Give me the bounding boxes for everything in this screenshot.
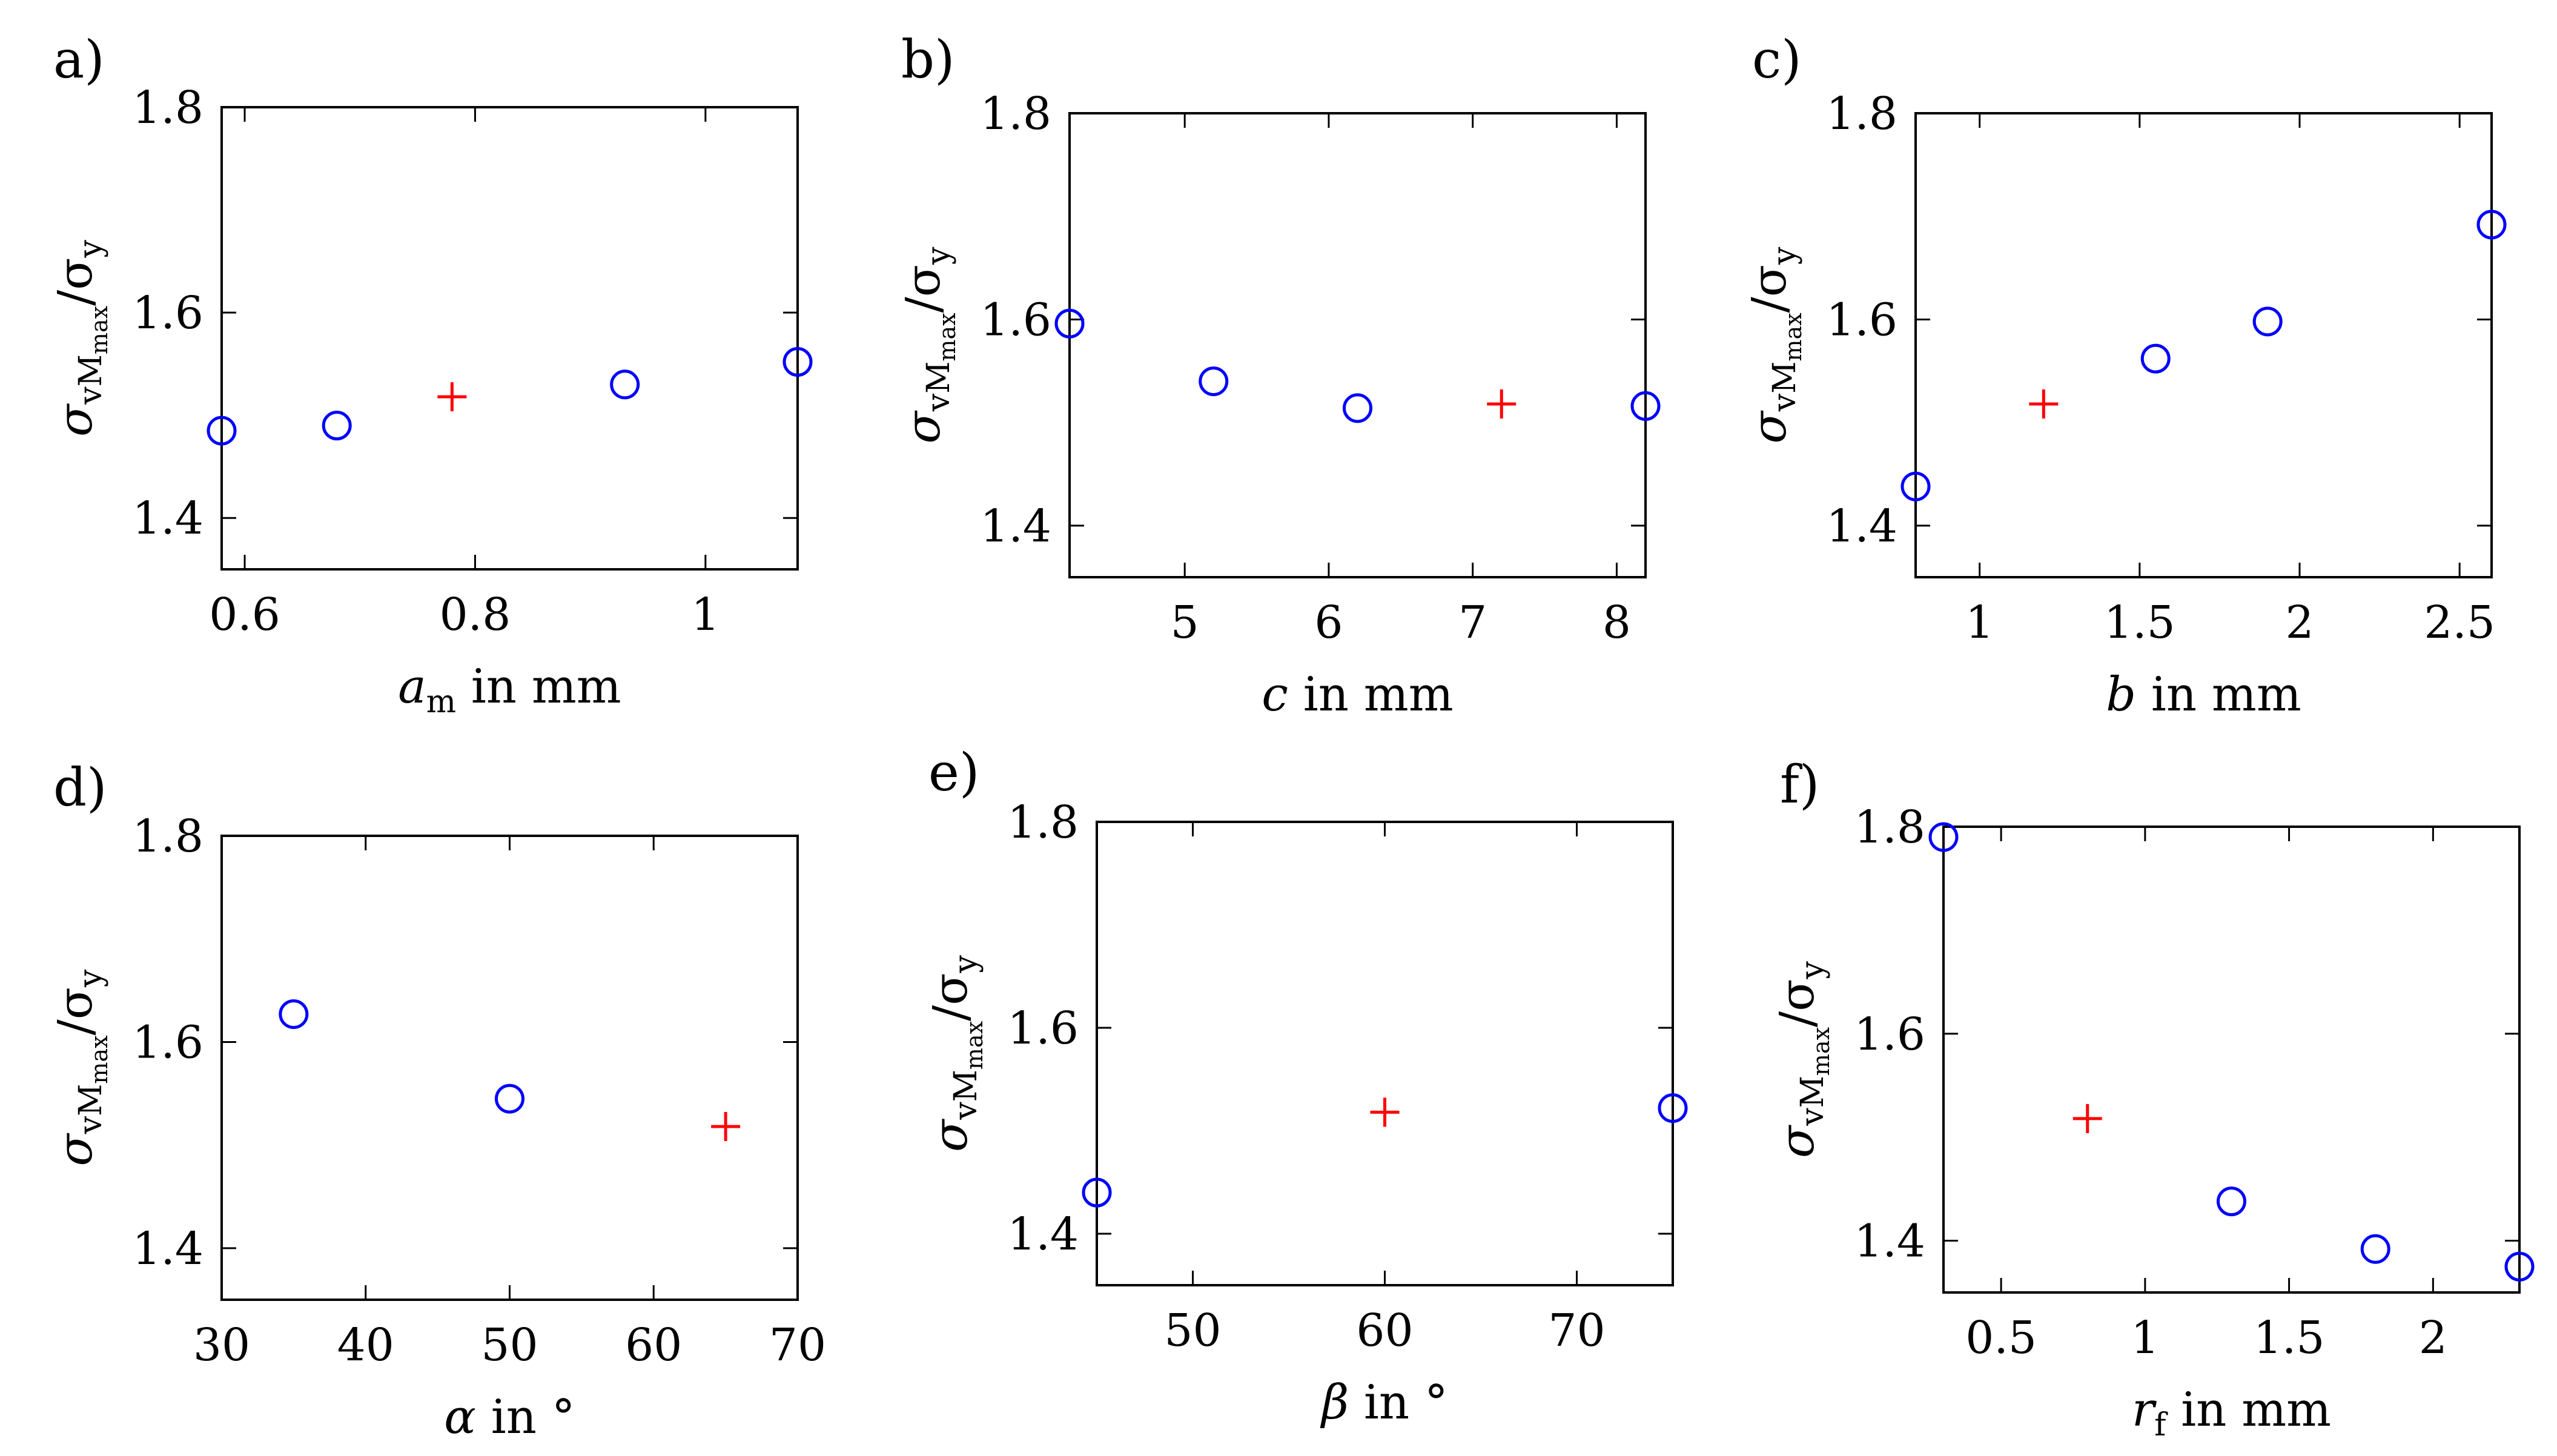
y-tick-label: 1.6 [1826,294,1897,346]
x-tick-label: 60 [625,1319,682,1371]
plot-frame [220,835,799,1301]
data-point-circle [207,415,237,446]
data-point-circle [1343,393,1372,423]
data-point-circle [1630,391,1661,421]
panel-label: a) [53,30,105,90]
panel-c: c) 1 1.5 2 2.5 1.4 1.6 1.8 b in mm σvMmax/σy [1742,30,2507,722]
x-tick-label: 0.6 [209,589,280,641]
x-axis-label: c in mm [1262,667,1453,722]
y-tick-label: 1.4 [1854,1216,1925,1268]
y-tick-label: 1.4 [980,500,1051,552]
x-tick-label: 1 [1965,597,1994,649]
panel-f: f) 0.5 1 1.5 2 1.4 1.6 1.8 rf in mm σvMmax/σy [1770,755,2535,1443]
panel-b: b) 5 6 7 8 1.4 1.6 1.8 c in mm σvMmax/σy [896,30,1661,722]
data-point-circle [2504,1251,2535,1282]
x-tick-label: 70 [769,1319,826,1371]
x-tick-label: 0.8 [440,589,511,641]
data-point-circle [1082,1177,1112,1208]
y-axis-label: σvMmax/σy [896,247,961,444]
data-point-plus [2029,389,2059,419]
x-axis-label: b in mm [2106,667,2301,722]
panel-label: e) [928,743,979,803]
x-tick-label: 30 [193,1319,250,1371]
data-point-circle [1900,471,1931,501]
data-point-circle [2476,210,2507,240]
x-tick-label: 1.5 [2104,597,2175,649]
y-tick-label: 1.6 [132,1016,203,1068]
y-tick-label: 1.6 [1007,1002,1079,1054]
y-tick-label: 1.8 [1826,88,1897,140]
x-tick-label: 70 [1548,1305,1605,1357]
data-point-plus [1370,1097,1400,1127]
data-point-plus [2072,1104,2102,1133]
y-axis-label: σvMmax/σy [1742,247,1807,444]
x-tick-label: 2 [2285,597,2314,649]
y-tick-label: 1.8 [980,88,1051,140]
y-tick-label: 1.8 [1007,796,1079,849]
data-point-circle [1054,308,1085,339]
data-point-plus [437,382,467,412]
data-point-circle [322,411,352,441]
panel-a: a) 0.6 0.8 1 1.4 1.6 1.8 am in mm σvMmax/σy [48,30,813,720]
x-axis-label: β in ° [1320,1375,1448,1430]
x-tick-label: 50 [481,1319,538,1371]
data-point-circle [2140,343,2171,374]
x-tick-label: 60 [1356,1305,1413,1357]
data-point-circle [2217,1186,2246,1217]
y-tick-label: 1.4 [132,1223,203,1275]
y-axis-label: σvMmax/σy [48,239,113,437]
data-point-plus [1487,389,1517,419]
data-point-circle [1928,822,1959,852]
data-point-circle [1199,366,1229,397]
panel-e: e) 50 60 70 1.4 1.6 1.8 β in ° σvMmax/σy [924,743,1688,1430]
y-tick-label: 1.6 [980,294,1051,346]
x-tick-label: 1 [691,589,719,641]
data-point-circle [782,346,813,377]
panel-d: d) 30 40 50 60 70 1.4 1.6 1.8 α in ° σvMmax/σy [48,758,826,1444]
x-tick-label: 2.5 [2424,597,2495,649]
data-point-circle [610,369,640,400]
x-tick-label: 50 [1164,1305,1221,1357]
x-tick-label: 1.5 [2254,1312,2325,1364]
y-tick-label: 1.6 [1854,1008,1925,1061]
panel-label: c) [1752,30,1802,90]
x-tick-label: 7 [1458,597,1487,649]
x-tick-label: 0.5 [1965,1312,2037,1364]
y-tick-label: 1.4 [1007,1208,1079,1260]
x-tick-label: 8 [1603,597,1631,649]
data-point-circle [495,1084,524,1114]
data-point-circle [2252,306,2283,337]
panel-label: b) [901,30,955,90]
data-point-plus [711,1112,741,1142]
x-axis-label: am in mm [398,660,621,720]
x-axis-label: rf in mm [2132,1383,2331,1443]
x-tick-label: 5 [1171,597,1199,649]
plot-frame [220,106,799,571]
y-tick-label: 1.8 [132,82,203,134]
x-axis-label: α in ° [444,1390,575,1444]
x-tick-label: 40 [337,1319,394,1371]
data-point-circle [1658,1093,1688,1123]
y-axis-label: σvMmax/σy [1770,961,1834,1158]
panel-label: d) [53,758,107,818]
y-tick-label: 1.8 [1854,801,1925,853]
y-tick-label: 1.6 [132,287,203,339]
plot-frame [1914,112,2493,578]
data-point-circle [2360,1234,2390,1264]
y-tick-label: 1.8 [132,810,203,862]
x-tick-label: 6 [1314,597,1343,649]
data-point-circle [279,999,309,1029]
x-tick-label: 1 [2131,1312,2159,1364]
x-tick-label: 2 [2419,1312,2447,1364]
y-axis-label: σvMmax/σy [48,969,113,1166]
y-tick-label: 1.4 [132,492,203,544]
plot-frame [1096,821,1674,1286]
plot-frame [1068,112,1647,578]
y-axis-label: σvMmax/σy [924,955,988,1152]
panel-label: f) [1780,755,1819,815]
plot-frame [1942,826,2521,1294]
y-tick-label: 1.4 [1826,500,1897,552]
